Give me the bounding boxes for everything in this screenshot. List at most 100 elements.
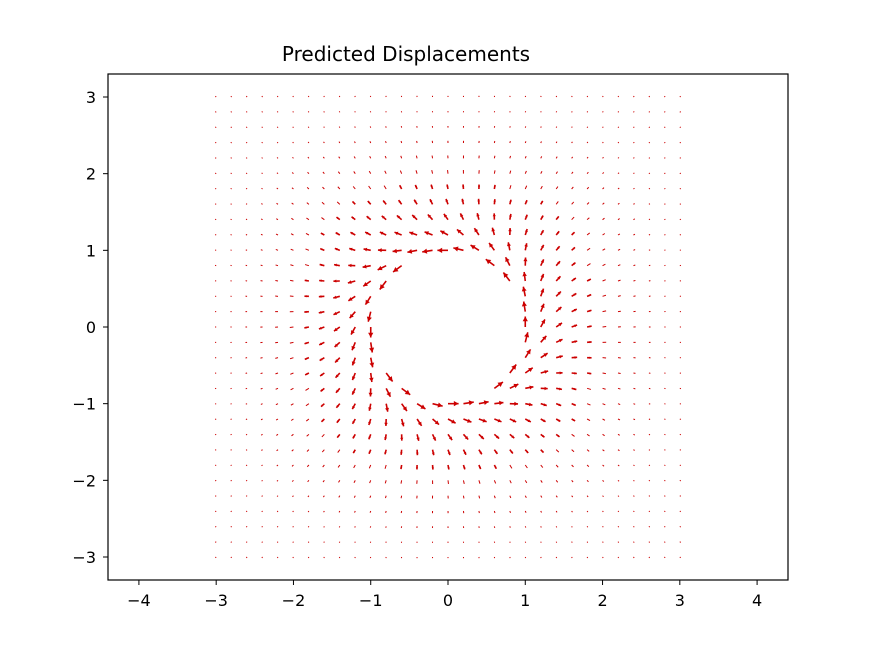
quiver-arrow — [602, 217, 605, 221]
quiver-arrow — [321, 449, 325, 453]
quiver-arrow — [478, 480, 481, 484]
quiver-arrow — [230, 541, 232, 543]
quiver-arrow — [260, 372, 263, 375]
quiver-arrowhead — [396, 215, 401, 219]
quiver-arrow — [586, 479, 589, 483]
quiver-arrow — [306, 433, 310, 437]
quiver-arrowhead — [351, 361, 356, 366]
quiver-arrowhead — [348, 263, 352, 268]
quiver-arrow — [633, 233, 636, 236]
quiver-arrow — [617, 157, 620, 159]
quiver-arrow — [230, 95, 233, 98]
quiver-arrowhead — [557, 434, 560, 437]
quiver-arrow — [648, 510, 651, 513]
quiver-arrow — [602, 464, 605, 467]
quiver-arrow — [664, 479, 666, 482]
quiver-arrow — [276, 541, 279, 543]
quiver-arrow — [214, 111, 217, 113]
quiver-arrow — [617, 202, 620, 205]
quiver-arrow — [617, 279, 621, 282]
quiver-arrow — [369, 126, 372, 128]
quiver-arrow — [509, 510, 511, 513]
quiver-arrow — [555, 201, 559, 205]
quiver-arrowhead — [349, 313, 354, 319]
quiver-arrow — [571, 216, 575, 221]
quiver-arrow — [633, 433, 636, 436]
quiver-arrow — [276, 526, 279, 528]
quiver-arrow — [648, 525, 651, 528]
quiver-arrow — [555, 480, 559, 483]
quiver-arrowhead — [521, 301, 527, 307]
quiver-arrowhead — [404, 389, 411, 395]
quiver-arrow — [368, 170, 372, 174]
quiver-arrow — [586, 126, 589, 128]
quiver-arrow — [633, 172, 635, 175]
quiver-arrow — [338, 510, 341, 513]
quiver-arrow — [214, 203, 217, 205]
quiver-arrow — [336, 201, 341, 205]
quiver-arrow — [602, 248, 606, 251]
quiver-arrowhead — [522, 272, 527, 277]
quiver-arrowhead — [574, 371, 577, 375]
quiver-arrow — [571, 526, 573, 528]
quiver-arrowhead — [524, 229, 528, 233]
quiver-arrow — [617, 479, 620, 482]
quiver-arrowhead — [557, 246, 560, 249]
quiver-arrow — [353, 495, 356, 498]
quiver-arrowhead — [573, 293, 577, 296]
quiver-arrow — [245, 234, 248, 236]
quiver-arrow — [261, 111, 263, 113]
quiver-arrow — [493, 480, 497, 484]
quiver-arrow — [540, 464, 544, 468]
quiver-arrow — [230, 510, 232, 513]
quiver-arrowhead — [542, 435, 545, 438]
quiver-arrow — [230, 433, 232, 436]
quiver-arrow — [571, 495, 574, 498]
quiver-arrow — [384, 155, 387, 159]
quiver-arrowhead — [334, 343, 339, 348]
quiver-arrow — [571, 464, 574, 468]
quiver-arrowhead — [453, 246, 459, 252]
quiver-arrow — [586, 263, 591, 267]
quiver-arrow — [245, 126, 248, 129]
quiver-arrow — [664, 541, 666, 543]
quiver-arrow — [245, 203, 248, 205]
quiver-arrow — [322, 495, 325, 498]
quiver-arrowhead — [415, 452, 419, 456]
quiver-arrowhead — [495, 435, 500, 439]
quiver-arrow — [261, 172, 263, 175]
quiver-arrow — [275, 279, 279, 282]
quiver-arrow — [245, 541, 248, 543]
quiver-arrow — [307, 495, 310, 498]
quiver-arrow — [633, 479, 635, 482]
quiver-arrowhead — [336, 405, 339, 408]
quiver-arrowhead — [352, 391, 356, 395]
quiver-arrow — [245, 479, 248, 482]
quiver-arrow — [384, 170, 387, 174]
quiver-arrow — [275, 418, 279, 421]
quiver-arrowhead — [557, 419, 561, 422]
quiver-arrow — [602, 187, 605, 190]
quiver-arrowhead — [368, 392, 373, 397]
quiver-arrow — [602, 294, 607, 297]
quiver-arrow — [305, 418, 310, 422]
quiver-arrow — [369, 141, 372, 144]
quiver-arrow — [261, 203, 263, 205]
quiver-arrow — [602, 111, 604, 113]
quiver-arrow — [679, 95, 681, 98]
quiver-arrowhead — [522, 316, 528, 322]
quiver-arrowhead — [540, 288, 545, 293]
quiver-arrow — [245, 157, 248, 159]
quiver-arrow — [602, 95, 604, 98]
quiver-arrow — [245, 141, 248, 144]
quiver-arrow — [648, 418, 651, 420]
quiver-arrowhead — [351, 216, 354, 219]
quiver-arrow — [648, 203, 651, 205]
quiver-arrow — [261, 449, 263, 451]
quiver-arrowhead — [541, 230, 544, 234]
quiver-arrow — [617, 418, 621, 421]
quiver-arrow — [617, 510, 620, 513]
quiver-arrowhead — [440, 230, 445, 235]
quiver-arrowhead — [365, 232, 369, 235]
quiver-arrow — [275, 372, 279, 375]
